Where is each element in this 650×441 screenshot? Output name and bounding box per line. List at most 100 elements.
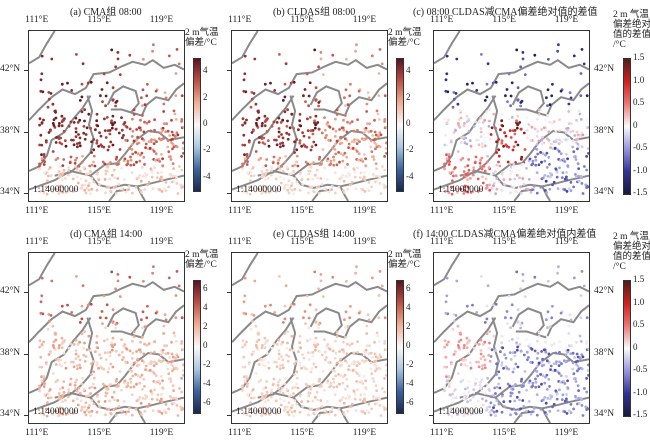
station-point [135, 360, 138, 364]
station-point [544, 401, 548, 405]
station-point [444, 411, 447, 415]
station-point [158, 160, 162, 163]
station-point [459, 331, 462, 335]
station-point [361, 410, 365, 414]
station-point [508, 162, 512, 166]
station-point [101, 100, 104, 103]
station-point [39, 411, 42, 415]
station-point [167, 372, 171, 376]
lon-tick-top: 119°E [149, 237, 174, 247]
station-point [532, 406, 536, 410]
station-point [110, 121, 113, 125]
station-point [508, 384, 512, 388]
station-point [308, 391, 312, 395]
station-point [265, 168, 269, 172]
station-point [250, 97, 254, 101]
colorbar-tick-label: -1.5 [633, 409, 648, 419]
station-point [111, 114, 115, 118]
station-point [267, 144, 271, 148]
station-point [149, 389, 153, 393]
station-point [131, 129, 135, 133]
station-point [60, 82, 64, 86]
station-point [466, 171, 470, 175]
station-point [488, 108, 491, 111]
station-point [527, 356, 530, 359]
station-point [575, 118, 578, 122]
station-point [579, 174, 583, 178]
station-point [242, 78, 246, 82]
station-point [551, 82, 554, 86]
station-point [306, 400, 310, 403]
station-point [507, 145, 511, 149]
station-point [377, 396, 381, 400]
station-point [581, 133, 585, 137]
station-point [140, 373, 144, 377]
station-point [321, 73, 325, 76]
province-boundary [232, 95, 295, 172]
colorbar-tick-label: 2 [406, 321, 411, 332]
station-point [537, 113, 541, 116]
station-point [171, 364, 175, 368]
station-point [551, 369, 555, 373]
station-point [333, 135, 337, 138]
station-point [333, 357, 337, 360]
station-point [313, 395, 317, 399]
station-point [174, 396, 178, 400]
station-point [95, 361, 99, 364]
province-boundary [309, 307, 343, 336]
station-point [509, 104, 512, 108]
station-point [353, 360, 356, 363]
station-point [54, 158, 58, 162]
station-point [317, 192, 321, 195]
station-point [162, 332, 166, 335]
station-point [363, 393, 366, 396]
colorbar [623, 280, 631, 417]
station-point [58, 141, 62, 145]
station-point [89, 348, 92, 352]
station-point [264, 190, 268, 194]
station-point [130, 357, 134, 360]
lat-tick-mark [227, 193, 231, 195]
station-point [335, 361, 339, 365]
station-point [297, 128, 300, 132]
scale-label: 1:14000000 [33, 185, 79, 195]
station-point [260, 192, 264, 195]
station-point [92, 148, 96, 152]
station-point [459, 380, 463, 384]
station-point [265, 158, 269, 161]
station-point [92, 370, 96, 374]
station-point [241, 143, 245, 147]
station-point [43, 382, 46, 385]
station-point [83, 330, 86, 333]
lat-tick-mark [24, 131, 28, 133]
station-point [132, 335, 136, 338]
station-point [135, 350, 138, 353]
station-point [550, 94, 554, 98]
station-point [503, 353, 506, 357]
station-point [180, 342, 184, 345]
station-point [548, 163, 551, 166]
station-point [353, 392, 357, 396]
station-point [473, 383, 477, 387]
station-point [69, 342, 73, 346]
station-point [146, 147, 150, 151]
station-point [481, 397, 484, 401]
station-point [266, 361, 270, 364]
station-point [85, 348, 89, 352]
station-point [243, 72, 247, 76]
station-point [78, 358, 82, 362]
station-point [503, 405, 506, 408]
station-point [383, 120, 386, 123]
station-point [57, 396, 61, 399]
station-point [494, 302, 498, 306]
station-point [356, 388, 359, 392]
station-point [249, 401, 252, 405]
station-point [241, 365, 245, 369]
station-point [353, 170, 357, 174]
station-point [51, 324, 55, 328]
station-point [339, 135, 342, 139]
lon-tick-top: 111°E [25, 15, 49, 25]
station-point [84, 179, 88, 183]
station-point [67, 388, 71, 391]
station-point [111, 345, 114, 349]
